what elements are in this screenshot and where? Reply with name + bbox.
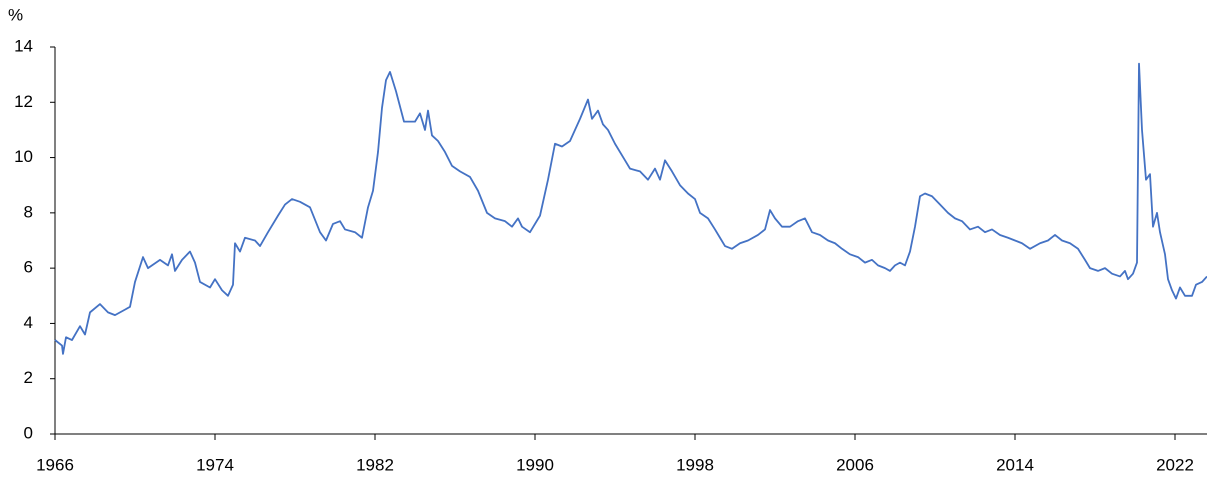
x-tick-label: 1990 — [516, 455, 554, 474]
y-tick-label: 2 — [24, 368, 33, 387]
y-tick-label: 0 — [24, 423, 33, 442]
x-tick-label: 2022 — [1156, 455, 1194, 474]
x-tick-label: 1982 — [356, 455, 394, 474]
y-tick-label: 14 — [14, 36, 33, 55]
x-tick-label: 2014 — [996, 455, 1034, 474]
x-tick-label: 1998 — [676, 455, 714, 474]
x-tick-label: 1966 — [36, 455, 74, 474]
x-tick-label: 2006 — [836, 455, 874, 474]
y-tick-label: 6 — [24, 258, 33, 277]
y-tick-label: 8 — [24, 202, 33, 221]
y-tick-label: 10 — [14, 147, 33, 166]
x-tick-label: 1974 — [196, 455, 234, 474]
y-axis-label: % — [8, 5, 23, 24]
y-tick-label: 12 — [14, 92, 33, 111]
data-line — [54, 62, 1207, 355]
y-tick-label: 4 — [24, 313, 33, 332]
